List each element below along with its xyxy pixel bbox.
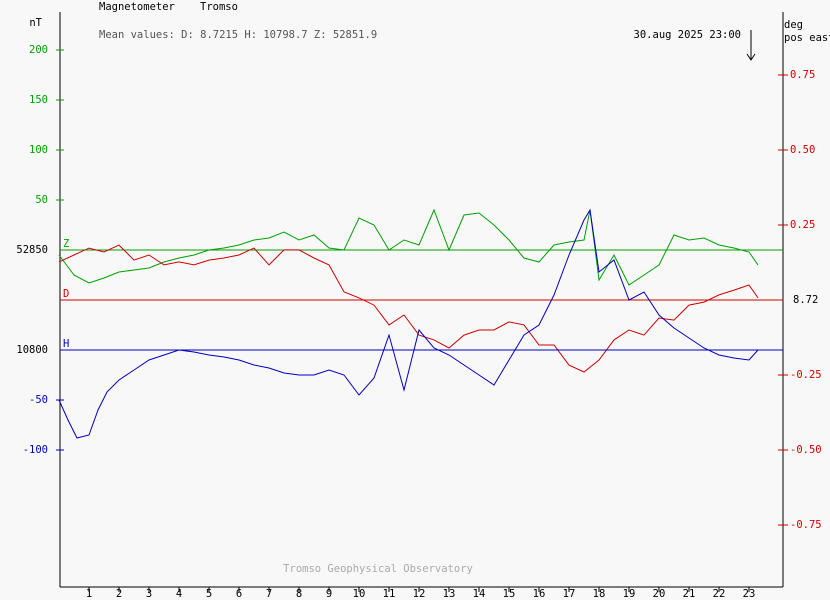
y-tick-label: 200 [29, 44, 48, 56]
x-tick-label: 12 [413, 588, 426, 600]
x-tick-label: 20 [653, 588, 666, 600]
station: Tromso [200, 1, 238, 13]
left-unit: nT [29, 17, 42, 29]
x-tick-label: 7 [266, 588, 272, 600]
y2-tick-label: 0.25 [790, 219, 815, 231]
x-tick-label: 8 [296, 588, 302, 600]
x-tick-label: 6 [236, 588, 242, 600]
x-tick-label: 10 [353, 588, 366, 600]
y2-tick-label: -0.25 [790, 369, 822, 381]
y-tick-label: 150 [29, 94, 48, 106]
x-tick-label: 18 [593, 588, 606, 600]
x-tick-label: 1 [86, 588, 92, 600]
y-tick-label: 10800 [16, 344, 48, 356]
data-line [58, 208, 759, 286]
footer: Tromso Geophysical Observatory [283, 563, 473, 575]
y-tick-label: -50 [29, 394, 48, 406]
y2-tick-label: 0.75 [790, 69, 815, 81]
series-name: D [63, 288, 69, 300]
y2-tick-label: -0.75 [790, 519, 822, 531]
right-unit: pos east [784, 32, 830, 44]
series-name: H [63, 338, 69, 350]
series-name: Z [63, 238, 69, 250]
x-tick-label: 17 [563, 588, 576, 600]
right-unit: deg [784, 19, 803, 31]
y2-tick-label: 8.72 [793, 294, 818, 306]
x-tick-label: 9 [326, 588, 332, 600]
x-tick-label: 15 [503, 588, 516, 600]
x-tick-label: 16 [533, 588, 546, 600]
x-tick-label: 13 [443, 588, 456, 600]
arrow-head [746, 53, 756, 61]
y-tick-label: 52850 [16, 244, 48, 256]
x-tick-label: 14 [473, 588, 486, 600]
x-tick-label: 2 [116, 588, 122, 600]
y-tick-label: 100 [29, 144, 48, 156]
x-tick-label: 21 [683, 588, 696, 600]
x-tick-label: 11 [383, 588, 396, 600]
x-tick-label: 23 [743, 588, 756, 600]
x-tick-label: 5 [206, 588, 212, 600]
mean-values: Mean values: D: 8.7215 H: 10798.7 Z: 528… [99, 29, 377, 41]
chart-title: Magnetometer [99, 1, 175, 13]
data-line [58, 208, 759, 439]
x-tick-label: 4 [176, 588, 182, 600]
y-tick-label: 50 [35, 194, 48, 206]
x-tick-label: 22 [713, 588, 726, 600]
y2-tick-label: -0.50 [790, 444, 822, 456]
x-tick-label: 3 [146, 588, 152, 600]
x-tick-label: 19 [623, 588, 636, 600]
timestamp: 30.aug 2025 23:00 [634, 29, 741, 41]
y2-tick-label: 0.50 [790, 144, 815, 156]
data-line [58, 244, 759, 373]
y-tick-label: -100 [23, 444, 48, 456]
